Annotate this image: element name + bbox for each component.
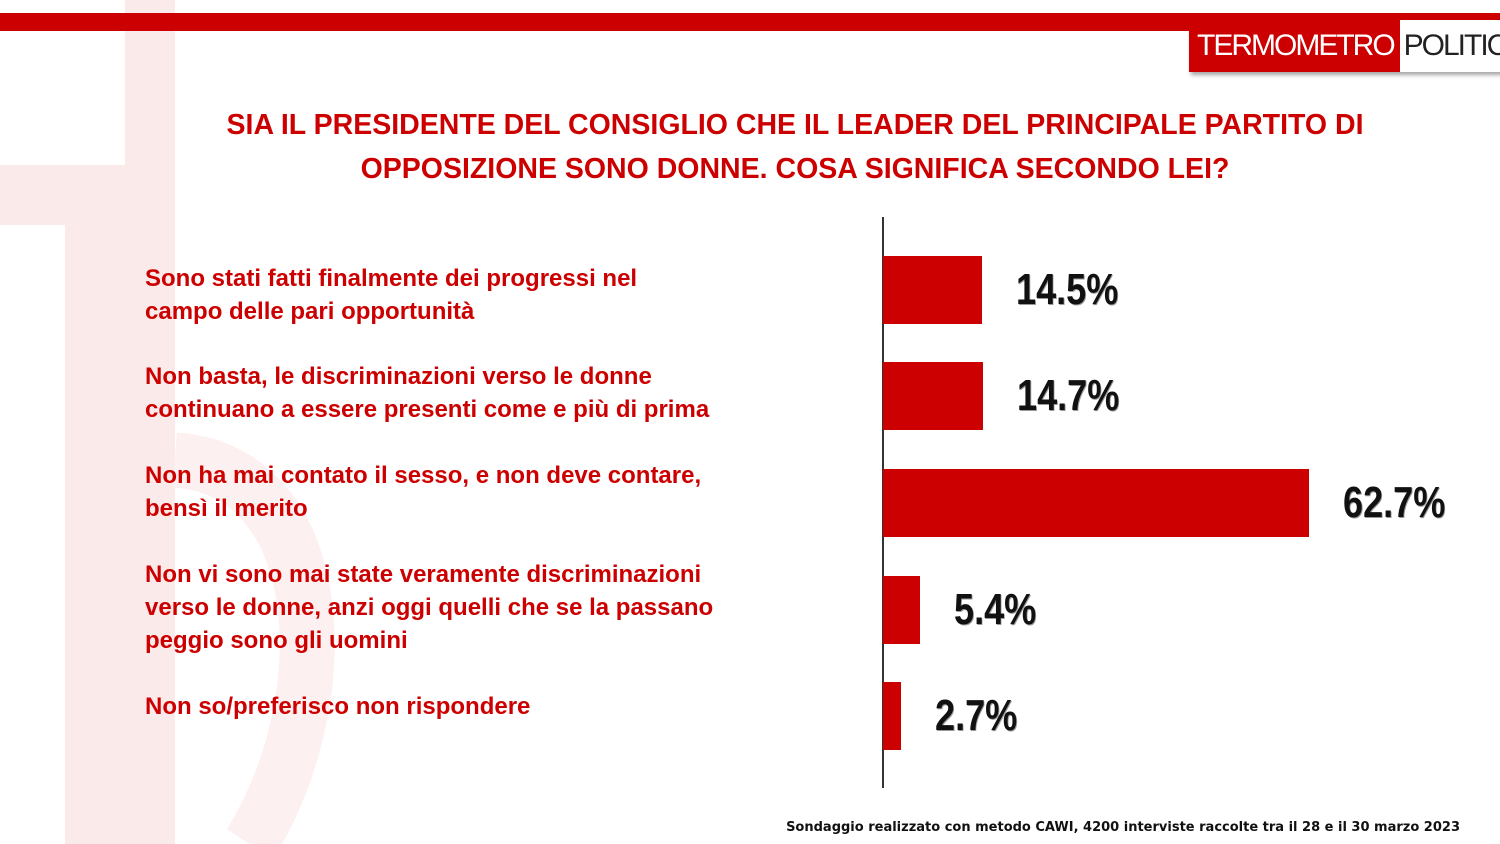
category-label-line: peggio sono gli uomini — [145, 626, 408, 654]
value-label: 14.5% — [1015, 265, 1118, 314]
bar — [883, 256, 982, 324]
termometro-politico-logo: TERMOMETRO POLITICO — [1189, 20, 1500, 72]
survey-footnote: Sondaggio realizzato con metodo CAWI, 42… — [786, 820, 1460, 835]
category-label: Sono stati fatti finalmente dei progress… — [145, 262, 865, 328]
category-axis-line — [882, 217, 884, 788]
category-label-line: Non vi sono mai state veramente discrimi… — [145, 560, 702, 588]
category-label: Non basta, le discriminazioni verso le d… — [145, 360, 865, 426]
value-label: 5.4% — [953, 585, 1036, 634]
category-label-line: Sono stati fatti finalmente dei progress… — [145, 265, 638, 292]
category-label-line: verso le donne, anzi oggi quelli che se … — [145, 593, 714, 621]
bar — [883, 682, 902, 750]
top-accent-bar — [0, 13, 1500, 31]
category-label-line: Non so/preferisco non rispondere — [145, 692, 531, 720]
chart-title: SIA IL PRESIDENTE DEL CONSIGLIO CHE IL L… — [120, 103, 1470, 191]
logo-part-termometro: TERMOMETRO — [1189, 20, 1400, 72]
value-label: 2.7% — [935, 691, 1018, 740]
value-label: 62.7% — [1343, 478, 1446, 527]
category-label: Non vi sono mai state veramente discrimi… — [145, 558, 865, 657]
category-label-line: continuano a essere presenti come e più … — [145, 396, 710, 423]
bar — [883, 469, 1310, 537]
category-label: Non ha mai contato il sesso, e non deve … — [145, 459, 865, 525]
logo-part-politico: POLITICO — [1399, 20, 1500, 72]
category-label-line: bensì il merito — [145, 495, 308, 522]
category-label-line: Non basta, le discriminazioni verso le d… — [145, 363, 652, 390]
bar — [883, 362, 983, 430]
category-label-line: campo delle pari opportunità — [145, 298, 475, 325]
bar — [883, 576, 920, 644]
background-watermark — [0, 0, 335, 844]
value-label: 14.7% — [1016, 371, 1120, 420]
category-label: Non so/preferisco non rispondere — [145, 690, 865, 723]
chart-title-line: SIA IL PRESIDENTE DEL CONSIGLIO CHE IL L… — [226, 109, 1364, 141]
chart-title-line: OPPOSIZIONE SONO DONNE. COSA SIGNIFICA S… — [360, 153, 1230, 185]
category-label-line: Non ha mai contato il sesso, e non deve … — [145, 462, 702, 489]
